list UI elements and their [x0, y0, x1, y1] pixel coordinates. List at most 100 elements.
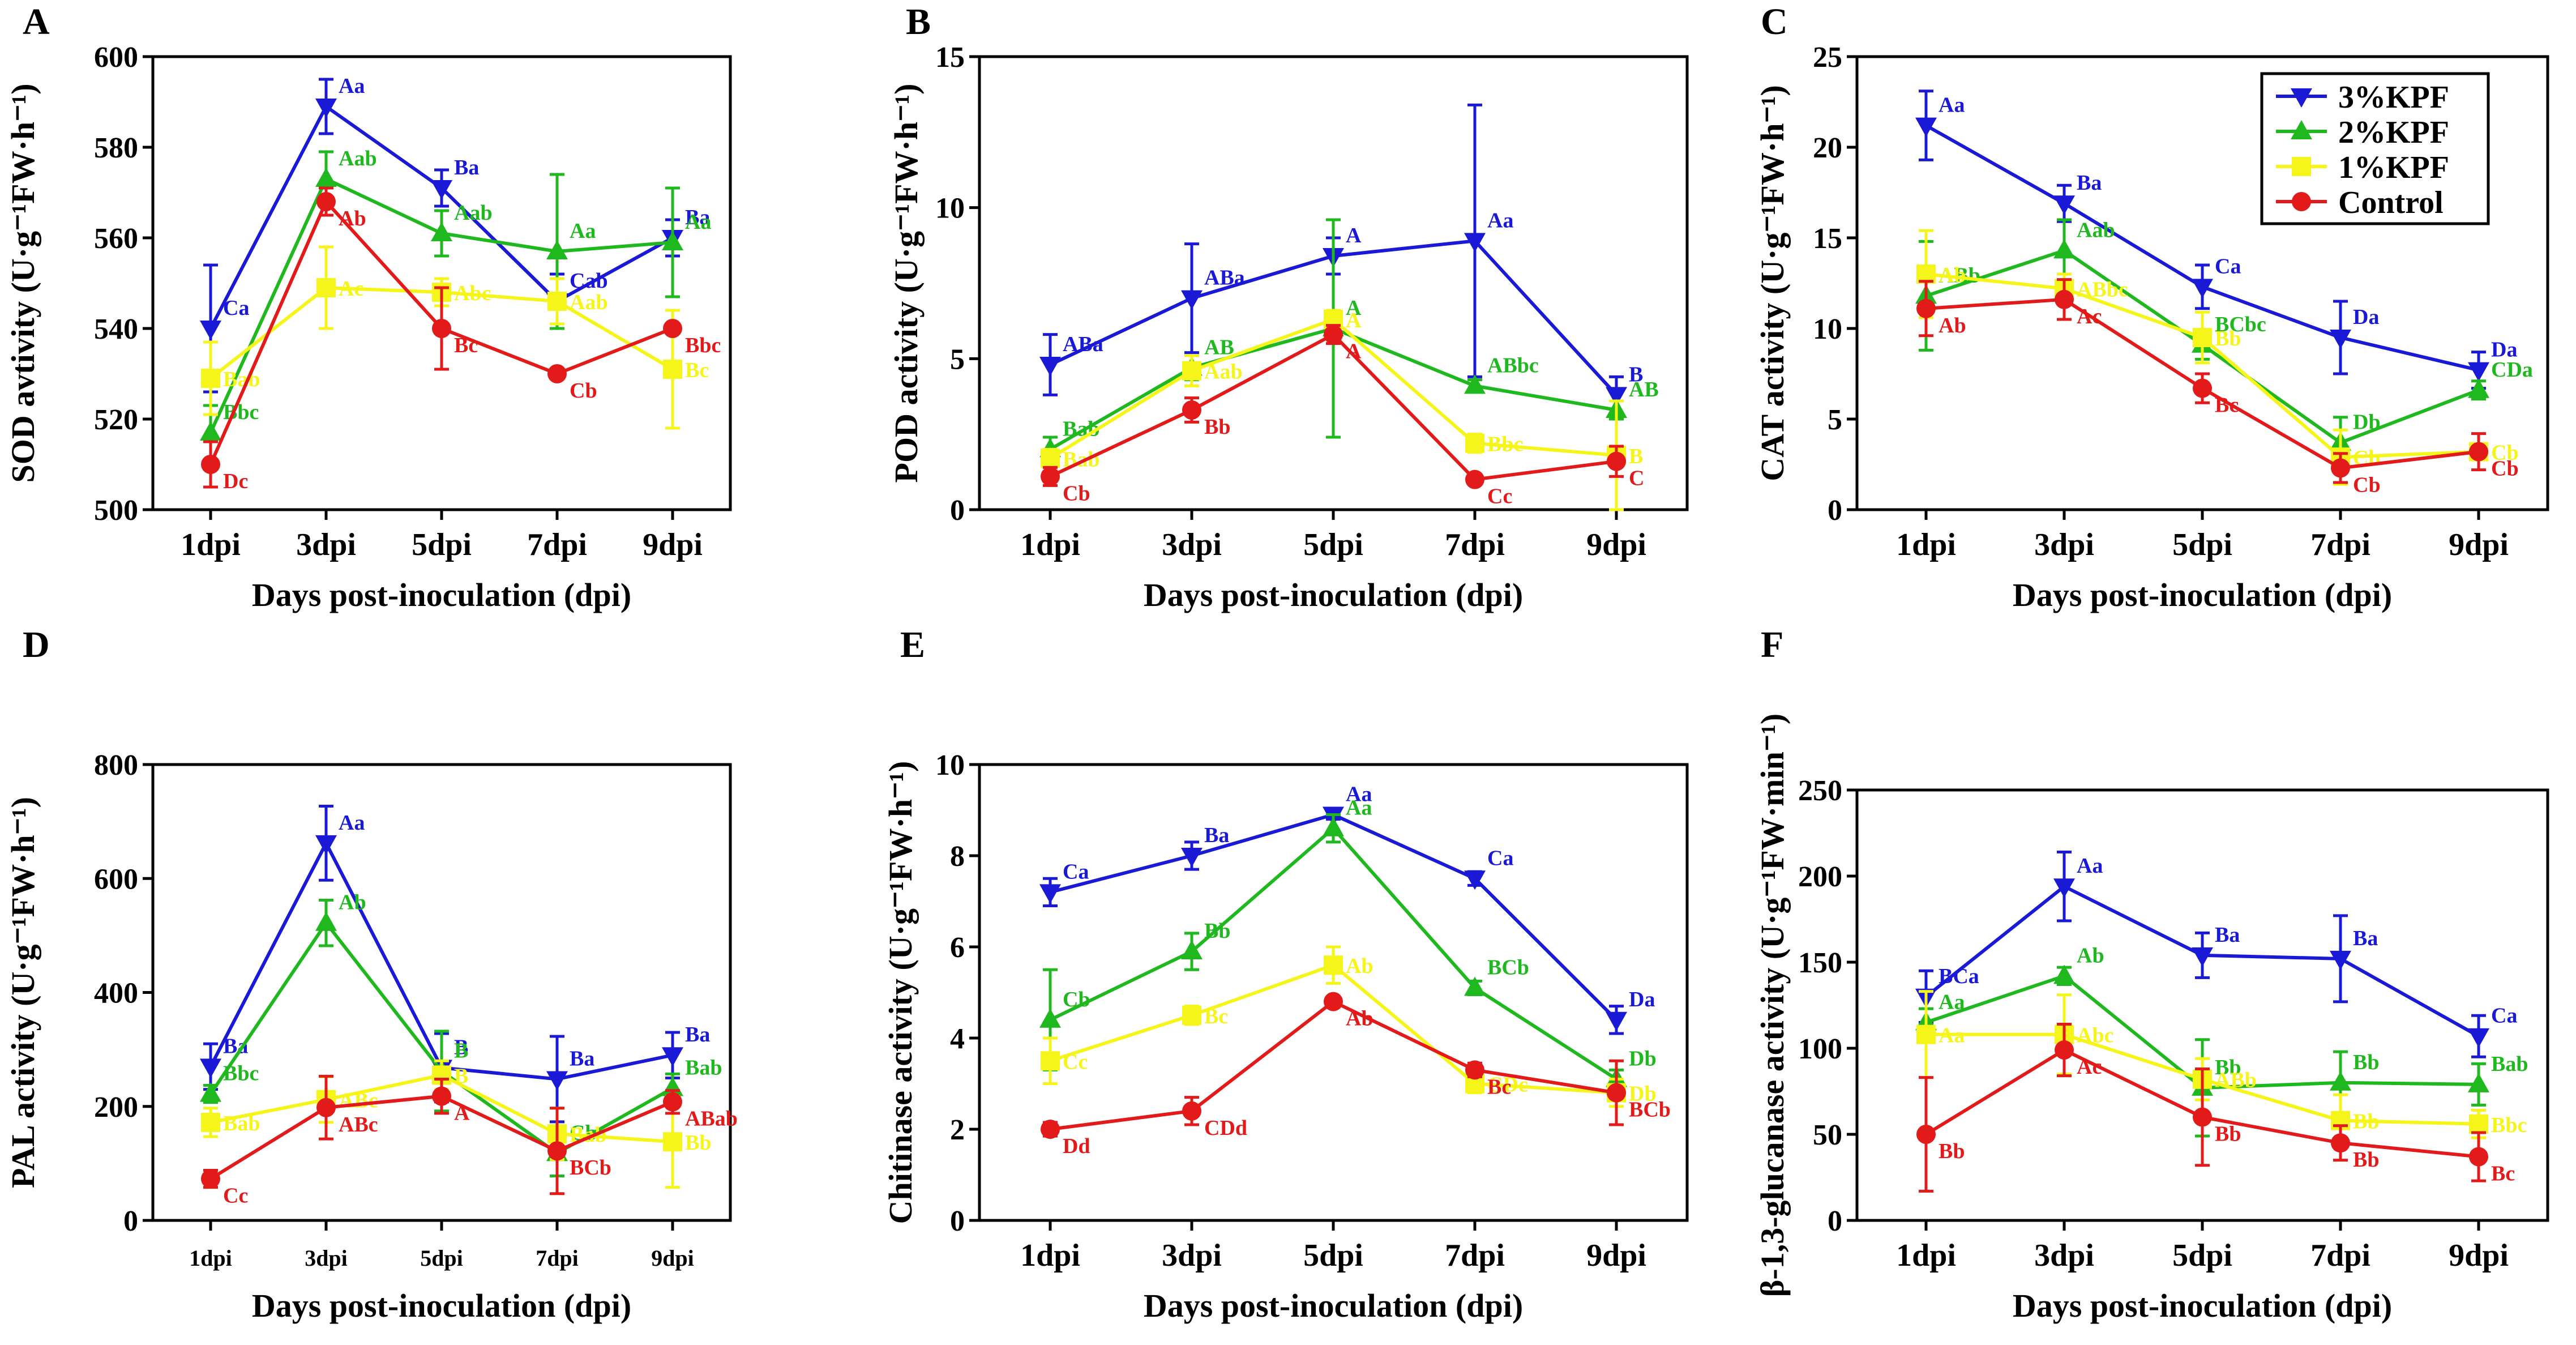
data-point: [1915, 117, 1937, 137]
series-control: Dd CDd Ab Bc BCb: [1041, 992, 1671, 1158]
data-point: [200, 1082, 221, 1102]
data-label: Bab: [223, 368, 260, 391]
data-point: [2053, 964, 2075, 984]
data-label: BCb: [1629, 1098, 1671, 1122]
data-label: Db: [1629, 1082, 1657, 1106]
data-point: [1182, 400, 1201, 420]
data-label: Cb: [570, 379, 597, 403]
data-point: [2055, 1040, 2074, 1060]
x-tick-label: 5dpi: [2172, 1238, 2232, 1273]
data-point: [663, 1092, 682, 1112]
data-point: [2468, 378, 2489, 398]
data-point: [547, 364, 567, 383]
data-label: Ac: [339, 277, 363, 301]
data-label: A: [1346, 296, 1362, 320]
x-axis-title: Days post-inoculation (dpi): [1144, 577, 1523, 613]
y-tick-label: 600: [94, 41, 138, 74]
x-tick-label: 1dpi: [1020, 527, 1080, 562]
data-point: [201, 455, 220, 474]
y-tick-label: 15: [935, 41, 965, 74]
data-label: Bbc: [223, 1062, 259, 1086]
x-axis-title: Days post-inoculation (dpi): [252, 1287, 631, 1324]
data-point: [1916, 1024, 1936, 1044]
data-label: Bab: [685, 1056, 722, 1080]
data-label: Ca: [1487, 846, 1513, 870]
data-point: [201, 369, 220, 388]
x-tick-label: 1dpi: [1896, 1238, 1956, 1273]
legend-label: 2%KPF: [2338, 115, 2449, 150]
data-label: BCa: [1939, 964, 1979, 988]
data-label: Cb: [2491, 457, 2519, 481]
data-point: [2053, 878, 2075, 898]
x-tick-label: 3dpi: [1162, 1238, 1222, 1273]
legend-marker: [2291, 88, 2312, 108]
panel-letter: A: [23, 1, 50, 42]
y-tick-label: 250: [1798, 775, 1842, 807]
data-point: [200, 1058, 221, 1078]
y-tick-label: 0: [1828, 494, 1842, 527]
y-tick-label: 0: [950, 494, 965, 527]
y-ticks: 0 5 10 15 20 25: [1813, 41, 1857, 527]
data-label: B: [454, 1035, 468, 1059]
x-tick-label: 7dpi: [2310, 1238, 2370, 1273]
data-label: Aa: [1939, 93, 1965, 117]
x-tick-label: 3dpi: [2034, 527, 2094, 562]
x-ticks: 1dpi 3dpi 5dpi 7dpi 9dpi: [1896, 1220, 2509, 1273]
data-point: [431, 180, 452, 199]
x-tick-label: 3dpi: [1162, 527, 1222, 562]
data-point: [663, 360, 682, 379]
data-label: Bc: [454, 334, 478, 357]
data-label: Bb: [1939, 1139, 1965, 1163]
x-tick-label: 7dpi: [2310, 527, 2370, 562]
y-tick-label: 500: [94, 494, 138, 527]
y-tick-label: 0: [123, 1205, 138, 1237]
data-label: Ac: [2077, 305, 2102, 328]
data-label: C: [1629, 467, 1644, 490]
data-point: [663, 319, 682, 338]
x-tick-label: 3dpi: [296, 527, 356, 562]
data-point: [547, 292, 567, 311]
panel-e: E 0 2 4 6 8 10 1dpi 3dpi 5dpi 7dpi 9dpi Days post-in…: [882, 624, 1689, 1324]
data-label: Cc: [223, 1184, 248, 1208]
data-label: Aa: [1346, 783, 1372, 806]
x-tick-label: 5dpi: [1303, 1238, 1363, 1273]
data-point: [2193, 378, 2212, 398]
data-point: [663, 1132, 682, 1152]
data-point: [316, 192, 336, 211]
y-tick-label: 400: [94, 977, 138, 1010]
data-label: Bab: [2491, 1052, 2528, 1076]
panel-a: A 500 520 540 560 580 600 1dpi 3dpi 5dpi 7dpi 9dpi D…: [5, 1, 732, 613]
data-label: ABc: [339, 1089, 378, 1113]
data-label: Bbc: [685, 334, 721, 357]
data-label: Db: [1629, 1047, 1657, 1070]
data-label: Aab: [1204, 360, 1243, 384]
y-axis-title: PAL activity (U·g⁻¹FW·h⁻¹): [5, 797, 41, 1188]
data-point: [2469, 1114, 2488, 1134]
panel-f: F 0 50 100 150 200 250 1dpi 3dpi 5dpi 7dpi 9dpi Days…: [1754, 624, 2549, 1324]
y-tick-label: 540: [94, 313, 138, 345]
data-label: Ab: [1346, 954, 1373, 978]
data-point: [1182, 1101, 1201, 1121]
data-label: Bc: [2215, 394, 2239, 417]
data-label: Da: [2491, 338, 2517, 362]
data-label: Bb: [685, 1131, 711, 1155]
data-point: [200, 321, 221, 340]
data-label: ABa: [1063, 332, 1103, 356]
y-tick-label: 15: [1813, 223, 1842, 255]
panel-letter: F: [1761, 624, 1783, 665]
data-label: Ca: [2491, 1004, 2517, 1028]
data-point: [315, 835, 337, 855]
data-label: A: [454, 1101, 470, 1125]
data-point: [2330, 950, 2351, 970]
data-label: Abc: [454, 281, 491, 305]
data-label: AB: [1204, 335, 1234, 359]
y-ticks: 0 200 400 600 800: [94, 749, 153, 1237]
data-point: [2331, 458, 2350, 478]
x-tick-label: 3dpi: [305, 1245, 348, 1271]
data-label: A: [1346, 309, 1362, 332]
data-label: Ba: [454, 156, 479, 180]
x-tick-label: 9dpi: [651, 1245, 694, 1271]
